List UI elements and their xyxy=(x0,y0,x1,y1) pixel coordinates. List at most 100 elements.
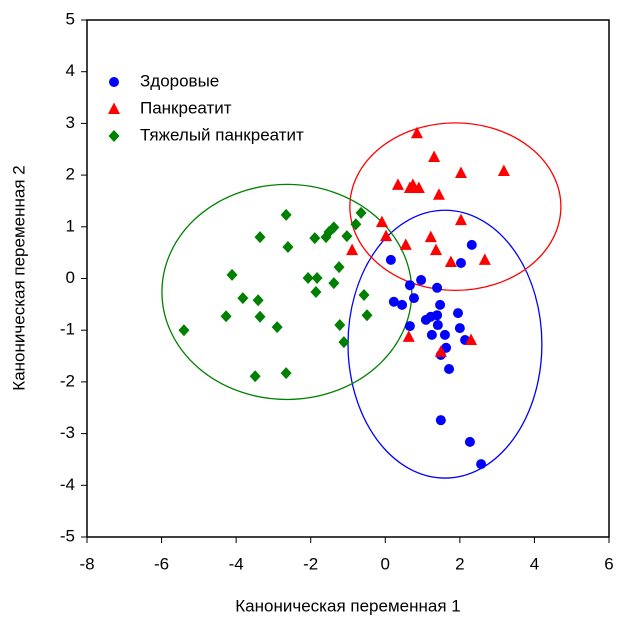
point xyxy=(432,320,443,331)
point xyxy=(311,271,323,284)
point xyxy=(226,268,238,281)
point xyxy=(338,336,350,349)
point xyxy=(361,309,373,322)
point xyxy=(178,324,190,337)
legend-marker xyxy=(108,102,120,114)
point xyxy=(280,367,292,380)
point xyxy=(220,310,232,323)
point xyxy=(358,289,370,302)
point xyxy=(328,221,340,234)
x-tick-label: 6 xyxy=(604,554,613,573)
point xyxy=(334,319,346,332)
point xyxy=(432,188,445,200)
point xyxy=(355,206,367,219)
x-tick-label: -8 xyxy=(79,554,94,573)
point xyxy=(375,215,388,228)
point xyxy=(465,333,478,346)
point xyxy=(391,178,404,190)
point xyxy=(441,342,452,353)
y-tick-label: 0 xyxy=(66,268,75,287)
point xyxy=(426,329,437,340)
legend-label: Панкреатит xyxy=(140,98,232,117)
point xyxy=(434,345,447,357)
legend-label: Тяжелый панкреатит xyxy=(140,125,304,144)
y-tick-label: 1 xyxy=(66,216,75,235)
point xyxy=(237,292,249,305)
point xyxy=(464,436,475,447)
point xyxy=(310,285,322,298)
point xyxy=(435,415,446,426)
x-tick-label: -4 xyxy=(229,554,244,573)
y-tick-label: -3 xyxy=(60,423,75,442)
legend-marker xyxy=(108,130,120,142)
point xyxy=(350,218,362,231)
point xyxy=(402,330,415,342)
point xyxy=(452,308,463,319)
point xyxy=(252,294,264,307)
point xyxy=(432,282,443,293)
point xyxy=(428,150,441,163)
point xyxy=(454,213,467,226)
y-tick-label: -2 xyxy=(60,371,75,390)
x-axis-label: Каноническая переменная 1 xyxy=(235,596,460,615)
point xyxy=(328,277,340,290)
point xyxy=(380,229,393,242)
point xyxy=(397,299,408,310)
point xyxy=(466,239,477,250)
point xyxy=(432,310,443,321)
point xyxy=(410,126,423,139)
x-tick-label: -2 xyxy=(303,554,318,573)
point xyxy=(346,243,359,256)
point xyxy=(412,181,425,194)
point xyxy=(404,280,415,291)
point xyxy=(424,230,437,243)
y-tick-label: -4 xyxy=(60,475,75,494)
point xyxy=(385,254,396,265)
y-tick-label: -1 xyxy=(60,320,75,339)
y-tick-label: 5 xyxy=(66,9,75,28)
confidence-ellipse xyxy=(161,183,413,401)
x-tick-label: 4 xyxy=(530,554,539,573)
point xyxy=(416,275,427,286)
point xyxy=(478,253,491,265)
point xyxy=(429,243,442,256)
point xyxy=(271,321,283,334)
point xyxy=(420,314,431,325)
point xyxy=(435,299,446,310)
point xyxy=(406,178,419,190)
point xyxy=(333,261,345,274)
point xyxy=(439,329,450,340)
y-tick-label: 4 xyxy=(66,61,75,80)
confidence-ellipse xyxy=(347,209,543,479)
point xyxy=(341,230,353,243)
point xyxy=(280,208,292,221)
point xyxy=(444,363,455,374)
point xyxy=(302,271,314,284)
point xyxy=(399,238,412,250)
point xyxy=(254,310,266,323)
point xyxy=(254,231,266,244)
point xyxy=(476,459,487,470)
point xyxy=(408,293,419,304)
point xyxy=(454,323,465,334)
confidence-ellipse xyxy=(349,122,562,292)
x-tick-label: 2 xyxy=(455,554,464,573)
point xyxy=(388,296,399,307)
point xyxy=(444,255,457,267)
point xyxy=(497,164,510,176)
y-axis-label: Каноническая переменная 2 xyxy=(9,165,28,390)
point xyxy=(404,321,415,332)
point xyxy=(282,240,294,253)
legend-label: Здоровые xyxy=(140,71,219,90)
point xyxy=(455,257,466,268)
x-tick-label: -6 xyxy=(154,554,169,573)
point xyxy=(309,232,321,245)
y-tick-label: -5 xyxy=(60,526,75,545)
y-tick-label: 3 xyxy=(66,113,75,132)
x-tick-label: 0 xyxy=(381,554,390,573)
point xyxy=(454,166,467,179)
legend-marker xyxy=(109,77,119,87)
y-tick-label: 2 xyxy=(66,165,75,184)
